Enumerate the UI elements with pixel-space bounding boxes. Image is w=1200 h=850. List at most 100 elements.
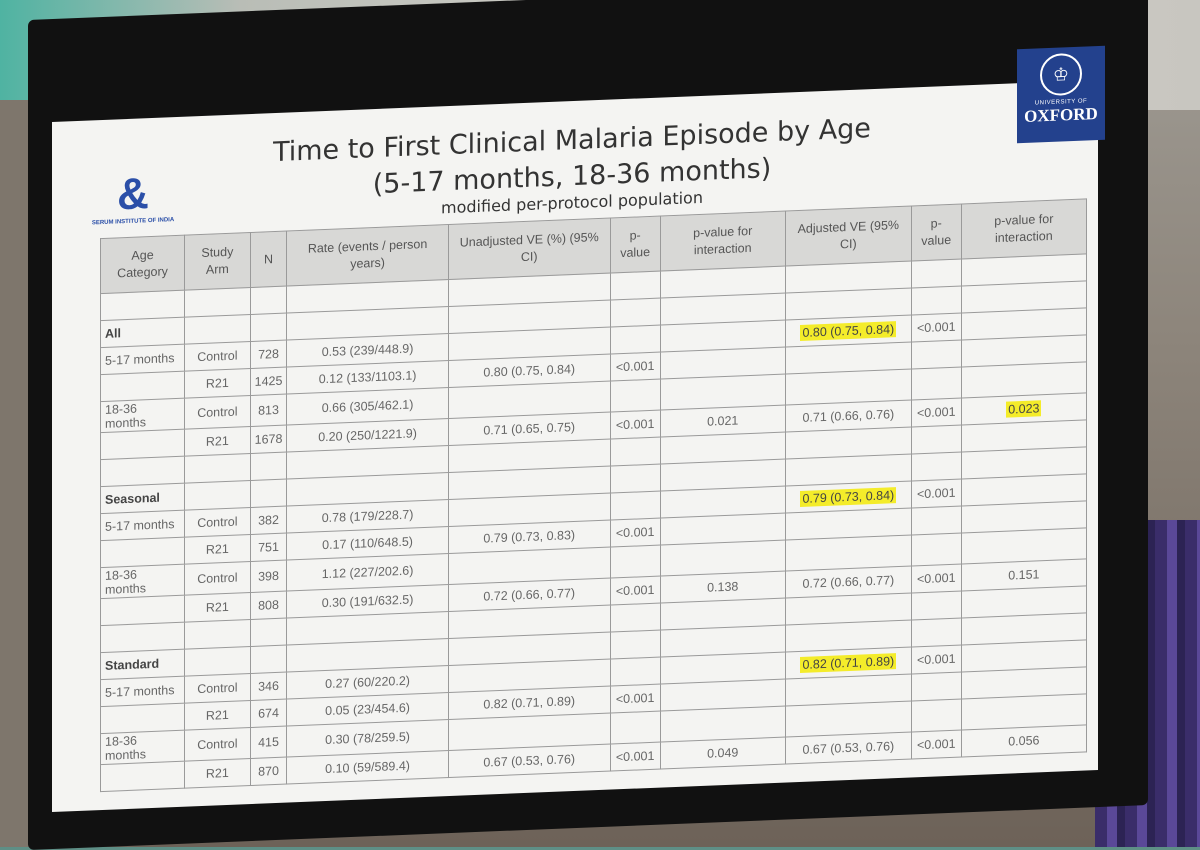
p-value: <0.001 — [615, 358, 655, 375]
n-value-cell: 728 — [250, 340, 287, 369]
adjusted-p-interaction: 0.056 — [1008, 733, 1040, 749]
empty-cell — [660, 540, 786, 577]
adjusted-p-value: <0.001 — [916, 736, 956, 753]
age-category: 18-36 months — [105, 401, 146, 431]
study-arm-cell: R21 — [184, 758, 251, 789]
n-value-cell: 346 — [250, 672, 287, 701]
group-label-cell: Seasonal — [100, 483, 185, 514]
empty-cell — [911, 590, 962, 620]
adjusted-p-value: <0.001 — [916, 404, 956, 421]
empty-cell — [250, 479, 287, 508]
study-arm-cell: Control — [184, 395, 251, 430]
column-header: Unadjusted VE (%) (95% CI) — [448, 218, 611, 280]
empty-cell — [785, 534, 912, 572]
empty-cell — [911, 698, 962, 732]
empty-cell — [785, 700, 912, 738]
rate: 0.20 (250/1221.9) — [318, 426, 417, 445]
study-arm-cell: Control — [184, 341, 251, 372]
oxford-crest-icon: ♔ — [1040, 52, 1082, 97]
p-value: <0.001 — [615, 748, 655, 765]
age-category: 5-17 months — [105, 517, 175, 534]
p-value-cell: <0.001 — [610, 518, 661, 548]
adjusted-p-value: <0.001 — [916, 651, 956, 668]
rate: 0.05 (23/454.6) — [325, 700, 410, 719]
age-category-cell: 5-17 months — [100, 344, 185, 375]
empty-cell — [100, 456, 185, 487]
empty-cell — [911, 671, 962, 701]
n-value: 813 — [258, 402, 279, 418]
empty-cell — [610, 298, 661, 328]
n-value: 751 — [258, 539, 279, 555]
empty-cell — [911, 424, 962, 454]
empty-cell — [250, 618, 287, 647]
empty-cell — [610, 711, 661, 745]
n-value: 728 — [258, 346, 279, 362]
p-value-cell: <0.001 — [610, 742, 661, 772]
rate-cell: 0.10 (59/589.4) — [286, 750, 449, 785]
empty-cell — [660, 706, 786, 743]
unadjusted-ve: 0.67 (0.53, 0.76) — [483, 751, 576, 770]
rate: 0.10 (59/589.4) — [325, 758, 410, 777]
oxford-logo: ♔ UNIVERSITY OF OXFORD — [1017, 45, 1105, 144]
p-value: <0.001 — [615, 582, 655, 599]
empty-cell — [250, 452, 287, 481]
group-label-cell: Standard — [100, 649, 185, 680]
empty-cell — [610, 491, 661, 521]
adjusted-ve: 0.71 (0.66, 0.76) — [802, 407, 895, 425]
n-value-cell: 1425 — [250, 367, 287, 396]
age-category: 18-36 months — [105, 567, 146, 597]
unadjusted-ve-cell: 0.67 (0.53, 0.76) — [448, 744, 611, 778]
p-value-cell: <0.001 — [610, 576, 661, 606]
oxford-logo-big: OXFORD — [1024, 103, 1098, 126]
n-value-cell: 870 — [250, 757, 287, 786]
results-table: Age Category Study Arm N Rate (events / per… — [100, 198, 1087, 792]
study-arm-cell: Control — [184, 673, 251, 704]
empty-cell — [250, 286, 287, 315]
study-arm: Control — [197, 570, 238, 587]
empty-cell — [911, 339, 962, 369]
group-label-cell: All — [100, 317, 185, 348]
empty-cell — [610, 464, 661, 494]
n-value: 346 — [258, 678, 279, 694]
study-arm: Control — [197, 514, 238, 531]
column-header: p-value — [911, 203, 962, 261]
n-value: 398 — [258, 568, 279, 584]
p-value-cell: <0.001 — [610, 410, 661, 440]
age-category-cell: 18-36 months — [100, 730, 185, 765]
p-value: <0.001 — [615, 690, 655, 707]
n-value-cell: 674 — [250, 699, 287, 728]
rate: 0.53 (239/448.9) — [321, 341, 414, 360]
empty-cell — [100, 595, 185, 626]
empty-cell — [184, 314, 251, 345]
adjusted-p-value-cell: <0.001 — [911, 397, 962, 427]
empty-cell — [610, 325, 661, 355]
p-value-interaction: 0.138 — [707, 579, 739, 595]
column-header: p-value for interaction — [660, 211, 786, 272]
empty-cell — [911, 285, 962, 315]
study-arm: R21 — [205, 541, 229, 557]
n-value-cell: 813 — [250, 394, 287, 427]
rate: 0.30 (78/259.5) — [325, 729, 410, 748]
p-value-cell: <0.001 — [610, 352, 661, 382]
rate: 0.30 (191/632.5) — [321, 592, 414, 611]
adjusted-ve: 0.80 (0.75, 0.84) — [800, 321, 897, 341]
adjusted-p-value-cell: <0.001 — [911, 312, 962, 342]
empty-cell — [184, 619, 251, 650]
empty-cell — [610, 603, 661, 633]
empty-cell — [610, 271, 661, 301]
adjusted-p-value: <0.001 — [916, 570, 956, 587]
empty-cell — [961, 527, 1087, 564]
empty-cell — [184, 453, 251, 484]
column-header: N — [250, 231, 287, 288]
adjusted-p-value: <0.001 — [916, 485, 956, 502]
age-category: 18-36 months — [105, 733, 146, 763]
adjusted-ve: 0.79 (0.73, 0.84) — [800, 487, 897, 507]
column-header: p-value for interaction — [961, 198, 1087, 259]
age-category-cell: 18-36 months — [100, 398, 185, 433]
adjusted-ve: 0.72 (0.66, 0.77) — [802, 573, 895, 591]
empty-cell — [100, 622, 185, 653]
study-arm: Control — [197, 736, 238, 753]
n-value-cell: 1678 — [250, 425, 287, 454]
empty-cell — [610, 379, 661, 413]
study-arm: Control — [197, 680, 238, 697]
